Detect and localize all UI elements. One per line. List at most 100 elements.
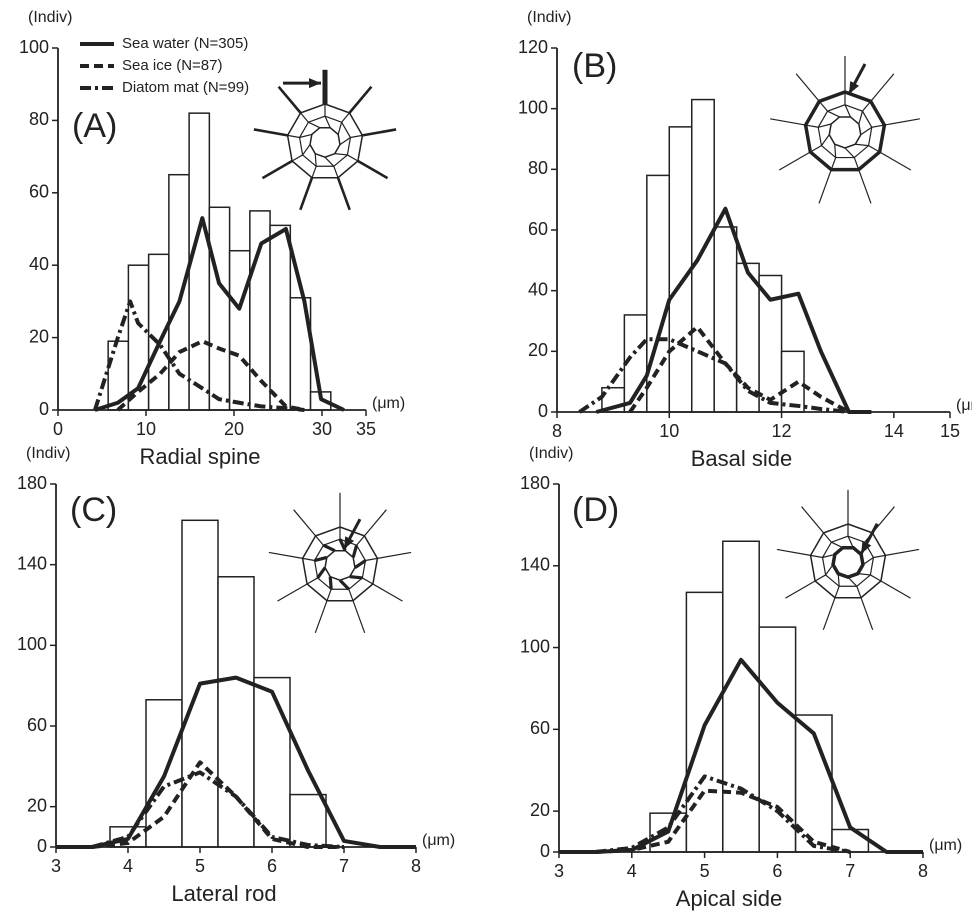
icon-line xyxy=(338,579,350,591)
x-tick-label: 5 xyxy=(195,856,205,876)
y-tick-label: 80 xyxy=(29,109,49,129)
icon-spine xyxy=(870,73,895,102)
x-tick-label: 6 xyxy=(267,856,277,876)
inset-diagram xyxy=(253,69,397,211)
icon-spine xyxy=(348,85,373,114)
icon-line xyxy=(834,586,840,598)
x-tick-label: 6 xyxy=(772,861,782,881)
x-unit-label: (μm) xyxy=(929,837,962,854)
icon-arrowhead xyxy=(309,78,321,89)
icon-line xyxy=(306,577,318,585)
series-line xyxy=(94,216,345,412)
icon-spine xyxy=(357,159,389,180)
icon-line xyxy=(362,577,374,585)
icon-line xyxy=(855,143,869,147)
icon-ring xyxy=(828,116,862,149)
x-tick-label: 35 xyxy=(356,419,376,439)
icon-line xyxy=(825,564,834,576)
icon-line xyxy=(316,566,327,579)
icon-spine xyxy=(884,118,920,126)
y-axis-label: (Indiv) xyxy=(527,9,571,26)
icon-line xyxy=(814,574,826,582)
icon-spine xyxy=(372,583,403,602)
icon-spine xyxy=(293,509,317,537)
y-tick-label: 60 xyxy=(528,219,548,239)
y-tick-label: 60 xyxy=(27,715,47,735)
icon-line xyxy=(291,154,303,162)
icon-line xyxy=(349,575,363,580)
icon-line xyxy=(350,134,363,139)
y-tick-label: 0 xyxy=(39,399,49,419)
icon-line xyxy=(311,166,317,178)
icon-line xyxy=(847,576,858,587)
y-tick-label: 20 xyxy=(530,800,550,820)
series-line xyxy=(595,206,872,414)
x-axis-label: Radial spine xyxy=(139,444,260,469)
icon-arrowhead xyxy=(849,81,860,94)
icon-arrowhead xyxy=(344,536,355,550)
icon-line xyxy=(857,573,871,576)
y-tick-label: 80 xyxy=(528,158,548,178)
icon-spine xyxy=(778,151,811,171)
icon-ring xyxy=(821,535,875,587)
y-tick-label: 40 xyxy=(528,279,548,299)
icon-line xyxy=(333,166,339,178)
histogram-bar xyxy=(758,274,783,413)
panel-label: (C) xyxy=(70,491,117,529)
histogram-bar xyxy=(208,206,231,411)
icon-ring xyxy=(313,538,367,590)
series-line xyxy=(91,770,345,849)
x-unit-label: (μm) xyxy=(422,832,455,849)
icon-line xyxy=(348,589,354,601)
icon-spine xyxy=(377,551,412,559)
y-tick-label: 140 xyxy=(520,555,550,575)
y-tick-label: 100 xyxy=(19,37,49,57)
icon-line xyxy=(830,157,837,170)
icon-line xyxy=(856,586,862,598)
x-tick-label: 5 xyxy=(700,861,710,881)
icon-line xyxy=(847,535,854,548)
x-tick-label: 14 xyxy=(884,421,904,441)
icon-ring xyxy=(298,115,352,167)
icon-line xyxy=(287,134,300,139)
icon-line xyxy=(834,144,837,158)
icon-line xyxy=(324,115,331,128)
icon-line xyxy=(827,110,840,118)
x-tick-label: 20 xyxy=(224,419,244,439)
icon-spine xyxy=(858,169,872,204)
histogram-bar xyxy=(690,98,715,413)
y-tick-label: 100 xyxy=(520,636,550,656)
icon-spine xyxy=(776,548,811,556)
x-tick-label: 3 xyxy=(51,856,61,876)
icon-ring xyxy=(831,545,865,580)
y-tick-label: 140 xyxy=(17,553,47,573)
icon-spine xyxy=(880,580,911,599)
icon-line xyxy=(837,573,840,587)
icon-line xyxy=(351,544,359,558)
x-unit-label: (μm) xyxy=(956,397,972,414)
icon-line xyxy=(337,122,343,135)
icon-spine xyxy=(770,118,806,126)
y-axis-label: (Indiv) xyxy=(26,445,70,462)
legend-label: Sea water (N=305) xyxy=(122,35,248,52)
icon-line xyxy=(300,112,309,123)
icon-line xyxy=(860,126,873,136)
x-unit-label: (μm) xyxy=(372,395,405,412)
icon-line xyxy=(810,145,822,153)
icon-line xyxy=(322,543,336,553)
y-tick-label: 180 xyxy=(520,473,550,493)
icon-line xyxy=(871,124,885,128)
y-tick-label: 0 xyxy=(37,836,47,856)
icon-line xyxy=(299,133,312,139)
icon-line xyxy=(302,144,311,156)
x-tick-label: 3 xyxy=(554,861,564,881)
icon-line xyxy=(862,100,872,112)
x-tick-label: 8 xyxy=(552,421,562,441)
y-tick-label: 100 xyxy=(17,634,47,654)
icon-line xyxy=(339,137,351,146)
histogram-bar xyxy=(269,224,292,411)
panel: 0 20 60 100 140 180 3 4 5 6 7 8 (Indiv) (μm) Apical si… xyxy=(520,445,962,911)
x-tick-label: 10 xyxy=(136,419,156,439)
